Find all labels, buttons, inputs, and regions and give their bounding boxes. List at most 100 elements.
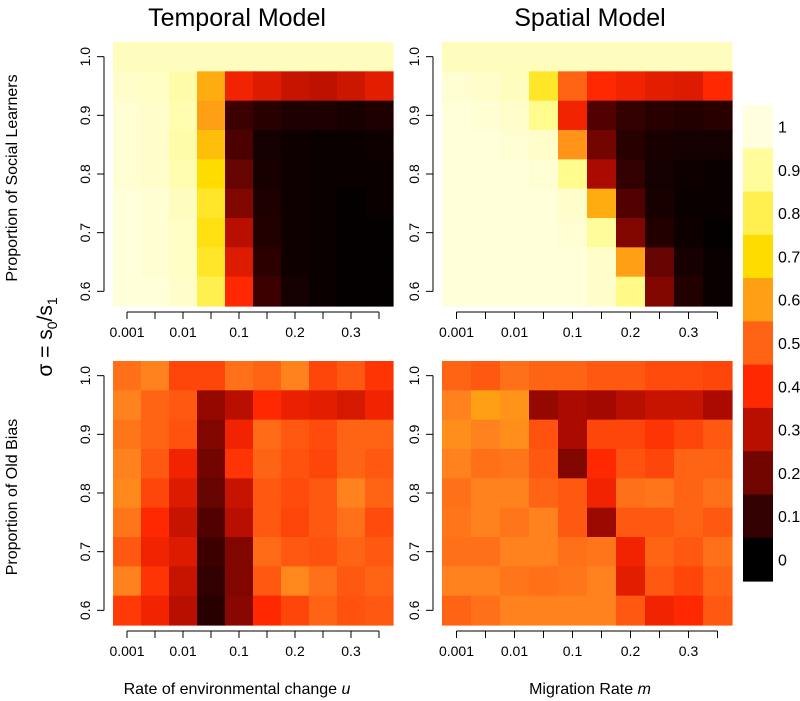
heatmap-cell bbox=[703, 566, 733, 597]
heatmap-cell bbox=[645, 159, 675, 190]
x-tick-label: 0.2 bbox=[285, 324, 305, 340]
heatmap-cell bbox=[500, 218, 530, 248]
legend-swatch bbox=[743, 278, 773, 322]
heatmap-cell bbox=[471, 537, 501, 567]
heatmap-cell bbox=[253, 218, 282, 248]
heatmap-cell bbox=[253, 100, 282, 131]
heatmap-cell bbox=[141, 71, 170, 102]
heatmap-cell bbox=[113, 595, 142, 626]
heatmap-cell bbox=[558, 507, 588, 538]
xlabel-migration-text: Migration Rate bbox=[529, 681, 638, 698]
heatmap-cell bbox=[197, 507, 226, 538]
heatmap-cell bbox=[645, 390, 675, 421]
heatmap-cell bbox=[558, 100, 588, 131]
heatmap-cell bbox=[645, 419, 675, 450]
heatmap-cell bbox=[529, 276, 559, 307]
heatmap-cell bbox=[500, 449, 530, 479]
heatmap-cell bbox=[365, 159, 394, 190]
heatmap-cell bbox=[587, 537, 617, 567]
heatmap-cell bbox=[337, 595, 366, 626]
heatmap-cell bbox=[197, 247, 226, 278]
heatmap-cell bbox=[674, 566, 704, 597]
heatmap-cell bbox=[169, 507, 198, 538]
heatmap-cell bbox=[587, 361, 617, 391]
heatmap-cell bbox=[616, 507, 646, 538]
heatmap-cell bbox=[113, 247, 142, 278]
heatmap-cell bbox=[558, 159, 588, 190]
heatmap-cell bbox=[225, 159, 254, 190]
heatmap-cell bbox=[442, 595, 472, 626]
legend-tick-label: 0.2 bbox=[778, 466, 800, 483]
heatmap-cell bbox=[442, 390, 472, 421]
heatmap-cell bbox=[141, 247, 170, 278]
heatmap-cell bbox=[225, 390, 254, 421]
heatmap-cell bbox=[281, 390, 310, 421]
heatmap-cell bbox=[500, 507, 530, 538]
heatmap-cell bbox=[281, 419, 310, 450]
heatmap-cell bbox=[337, 100, 366, 131]
heatmap-cell bbox=[225, 276, 254, 307]
heatmap-cell bbox=[703, 276, 733, 307]
heatmap-cell bbox=[309, 595, 338, 626]
heatmap-cell bbox=[529, 71, 559, 102]
heatmap-cell bbox=[616, 419, 646, 450]
heatmap-cell bbox=[113, 188, 142, 219]
heatmap-cell bbox=[616, 390, 646, 421]
heatmap-cell bbox=[674, 71, 704, 102]
heatmap-cell bbox=[674, 419, 704, 450]
heatmap-cell bbox=[471, 390, 501, 421]
heatmap-cell bbox=[253, 247, 282, 278]
heatmap-cell bbox=[703, 218, 733, 248]
heatmap-cell bbox=[281, 595, 310, 626]
heatmap-cell bbox=[225, 100, 254, 131]
heatmap-cell bbox=[253, 42, 282, 72]
heatmap-cell bbox=[471, 566, 501, 597]
y-tick-label: 0.9 bbox=[406, 105, 422, 125]
heatmap-cell bbox=[558, 361, 588, 391]
heatmap-cell bbox=[645, 188, 675, 219]
heatmap-cell bbox=[674, 449, 704, 479]
heatmap-cell bbox=[141, 130, 170, 160]
heatmap-cell bbox=[281, 130, 310, 160]
heatmap-cell bbox=[587, 566, 617, 597]
heatmap-cell bbox=[141, 188, 170, 219]
heatmap-cell bbox=[253, 71, 282, 102]
heatmap-cell bbox=[500, 361, 530, 391]
color-legend: 1 0.9 0.8 0.7 0.6 0.5 0.4 0.3 0.2 0.1 0 bbox=[743, 105, 800, 582]
title-temporal-model: Temporal Model bbox=[148, 4, 326, 32]
legend-swatch bbox=[743, 494, 773, 539]
heatmap-cell bbox=[309, 218, 338, 248]
heatmap-cell bbox=[337, 130, 366, 160]
heatmap-cell bbox=[309, 100, 338, 131]
heatmap-cell bbox=[529, 218, 559, 248]
y-tick-label: 0.7 bbox=[406, 223, 422, 243]
heatmap-cell bbox=[197, 566, 226, 597]
x-tick-label: 0.01 bbox=[169, 643, 196, 659]
heatmap-cell bbox=[141, 566, 170, 597]
heatmap-cell bbox=[703, 537, 733, 567]
heatmap-cell bbox=[703, 449, 733, 479]
heatmap-cell bbox=[253, 419, 282, 450]
heatmap-cell bbox=[225, 247, 254, 278]
heatmap-cell bbox=[674, 42, 704, 72]
heatmap-cell bbox=[442, 478, 472, 509]
heatmap-cell bbox=[113, 130, 142, 160]
heatmap-cell bbox=[442, 188, 472, 219]
heatmap-cell bbox=[500, 390, 530, 421]
heatmap-cell bbox=[337, 71, 366, 102]
heatmap-cell bbox=[645, 449, 675, 479]
y-tick-label: 0.6 bbox=[77, 281, 93, 301]
heatmap-cell bbox=[337, 42, 366, 72]
heatmap-cell bbox=[113, 390, 142, 421]
heatmap-cell bbox=[587, 478, 617, 509]
heatmap-cell bbox=[225, 188, 254, 219]
heatmap-cell bbox=[113, 361, 142, 391]
heatmap-cell bbox=[337, 218, 366, 248]
heatmap-cell bbox=[365, 449, 394, 479]
xlabel-env-change-text: Rate of environmental change bbox=[124, 681, 342, 698]
heatmap-cell bbox=[587, 42, 617, 72]
heatmap-cell bbox=[253, 507, 282, 538]
y-tick-label: 0.8 bbox=[406, 483, 422, 503]
sigma-sub1: 1 bbox=[44, 297, 60, 305]
